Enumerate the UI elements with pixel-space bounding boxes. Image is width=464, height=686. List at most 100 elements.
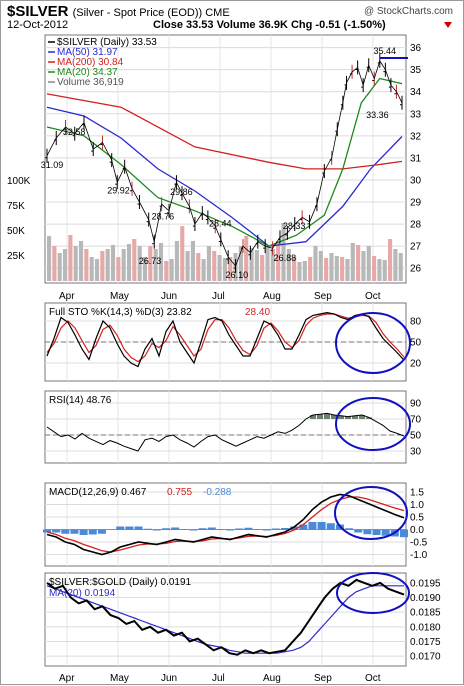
volume-bar (286, 249, 291, 281)
month-tick-label: Apr (59, 673, 75, 684)
macd-histogram-bar (198, 528, 207, 530)
volume-bar (217, 255, 222, 281)
macd-histogram-bar (88, 529, 97, 535)
macd-tick-label: -0.5 (410, 538, 428, 549)
macd-histogram-bar (280, 528, 290, 530)
price-annotation-label: 28.76 (152, 211, 175, 221)
macd-histogram-bar (107, 529, 116, 530)
price-tick-label: 33 (410, 109, 422, 120)
stochastic-tick-label: 20 (410, 359, 422, 370)
volume-bar (89, 257, 94, 281)
volume-bar (244, 236, 249, 281)
macd-tick-label: -1.0 (410, 550, 428, 561)
volume-bar (238, 246, 243, 281)
rsi-tick-label: 70 (410, 415, 422, 426)
rsi-overbought-fill (310, 413, 372, 419)
macd-histogram-bar (381, 529, 390, 536)
volume-bar (297, 262, 302, 281)
annotation-circle (334, 486, 408, 540)
volume-bar (52, 246, 57, 281)
macd-histogram-bar (52, 529, 61, 533)
ratio-tick-label: 0.0180 (410, 622, 441, 633)
ratio-tick-label: 0.0175 (410, 637, 441, 648)
volume-bar (393, 249, 398, 281)
volume-bar (281, 223, 286, 281)
volume-bar (265, 246, 270, 281)
ma-line-ma50 (46, 106, 403, 247)
ratio-line (46, 578, 405, 656)
volume-tick-label: 75K (7, 201, 25, 212)
month-tick-label: Sep (314, 673, 332, 684)
ratio-tick-label: 0.0190 (410, 593, 441, 604)
price-legend-label: Volume 36,919 (57, 77, 124, 88)
month-tick-label: May (110, 291, 129, 302)
ratio-legend-label: $SILVER:$GOLD (Daily) 0.0191 (49, 577, 192, 588)
month-tick-label: Jun (161, 673, 177, 684)
macd-histogram-bar (125, 526, 134, 530)
month-tick-label: Oct (365, 673, 381, 684)
price-tick-label: 32 (410, 131, 422, 142)
ma-line-ma20 (46, 77, 403, 247)
macd-histogram-bar (171, 527, 180, 530)
volume-bar (334, 256, 339, 281)
volume-bar (308, 257, 313, 281)
rsi-legend-label: RSI(14) 48.76 (49, 395, 112, 406)
macd-histogram-bar (180, 529, 189, 530)
month-tick-label: Aug (263, 673, 281, 684)
volume-bar (190, 241, 195, 281)
month-tick-label: Sep (314, 291, 332, 302)
macd-histogram-bar (244, 527, 253, 530)
volume-bar (94, 259, 100, 281)
volume-bar (398, 253, 403, 281)
volume-bar (292, 257, 297, 281)
macd-histogram-bar (308, 522, 317, 530)
volume-bar (356, 245, 361, 281)
volume-bar (388, 239, 393, 281)
macd-histogram-bar (97, 529, 106, 534)
price-annotation-label: 32.58 (63, 127, 86, 137)
volume-bar (201, 259, 206, 281)
volume-bar (340, 257, 345, 281)
volume-tick-label: 25K (7, 251, 25, 262)
macd-histogram-bar (345, 528, 354, 530)
symbol-subtitle: (Silver - Spot Price (EOD)) CME (72, 7, 230, 19)
macd-histogram-bar (189, 529, 198, 531)
macd-histogram-bar (161, 528, 171, 530)
price-annotation-label: 26.88 (274, 253, 297, 263)
price-annotation-label: 26.10 (226, 270, 249, 280)
volume-bar (142, 257, 148, 281)
volume-bar (121, 249, 126, 281)
price-annotation-label: 29.92 (107, 186, 130, 196)
macd-tick-label: 0.5 (410, 513, 424, 524)
macd-histogram-bar (226, 529, 235, 531)
price-tick-label: 34 (410, 87, 422, 98)
sto-k-line (46, 311, 405, 368)
macd-histogram-bar (317, 522, 326, 530)
price-annotation-label: 28.44 (209, 218, 232, 228)
volume-bar (78, 241, 84, 281)
rsi-tick-label: 50 (410, 431, 422, 442)
price-annotation-label: 31.09 (41, 160, 64, 170)
price-annotation-label: 28.33 (283, 221, 306, 231)
stochastic-legend-value: 28.40 (245, 307, 270, 318)
symbol-label: $SILVER (7, 3, 69, 20)
macd-histogram-bar (290, 526, 299, 530)
stochastic-tick-label: 80 (410, 317, 422, 328)
volume-bar (126, 244, 132, 281)
price-annotation-label: 29.86 (170, 187, 193, 197)
price-annotation-label: 33.36 (366, 110, 389, 120)
volume-bar (270, 249, 275, 281)
volume-bar (148, 246, 153, 281)
month-tick-label: Oct (365, 291, 381, 302)
date-label: 12-Oct-2012 (7, 19, 69, 31)
macd-histogram-bar (207, 527, 216, 530)
price-annotation-label: 35.44 (374, 46, 397, 56)
ratio-tick-label: 0.0170 (410, 652, 441, 663)
macd-histogram-bar (61, 529, 70, 534)
annotation-circle (335, 312, 411, 374)
price-tick-label: 26 (410, 264, 422, 275)
volume-bar (110, 245, 116, 281)
quote-stats: Close 33.53 Volume 36.9K Chg -0.51 (-1.5… (153, 19, 386, 31)
macd-hist-value: -0.288 (203, 487, 232, 498)
volume-bar (372, 256, 377, 281)
